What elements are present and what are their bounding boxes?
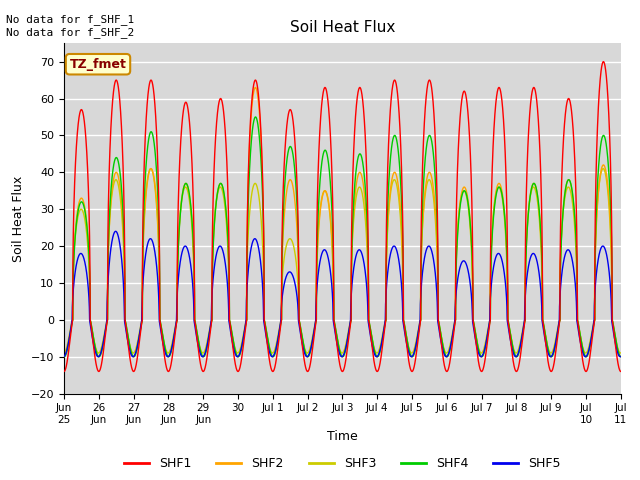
Text: TZ_fmet: TZ_fmet <box>70 58 127 71</box>
Legend: SHF1, SHF2, SHF3, SHF4, SHF5: SHF1, SHF2, SHF3, SHF4, SHF5 <box>119 452 566 475</box>
Text: No data for f_SHF_1
No data for f_SHF_2: No data for f_SHF_1 No data for f_SHF_2 <box>6 14 134 38</box>
Y-axis label: Soil Heat Flux: Soil Heat Flux <box>12 175 25 262</box>
X-axis label: Time: Time <box>327 431 358 444</box>
Title: Soil Heat Flux: Soil Heat Flux <box>290 20 395 35</box>
